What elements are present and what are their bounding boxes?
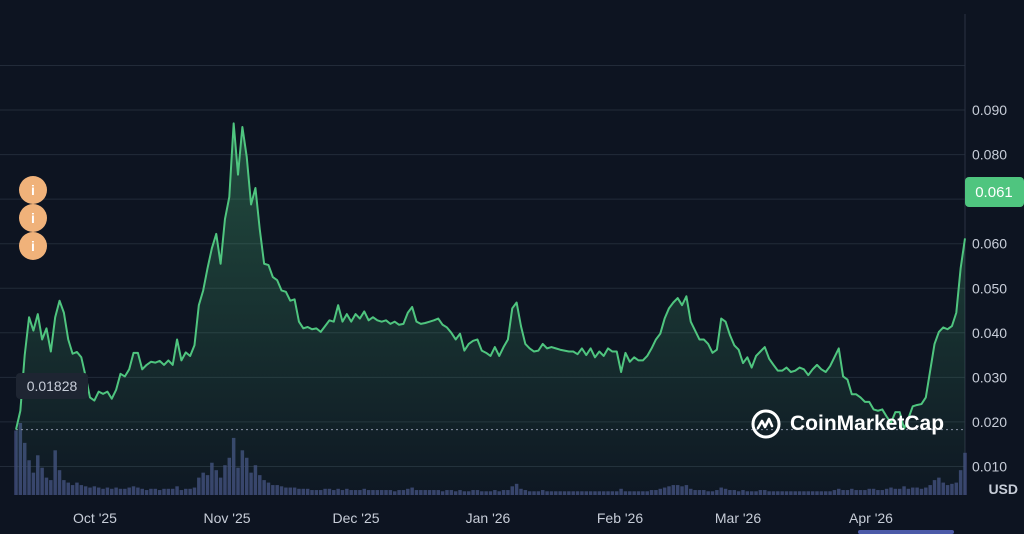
- event-marker-3-glyph: i: [31, 238, 35, 254]
- x-tick-label: Jan '26: [466, 510, 511, 526]
- price-area: [16, 123, 965, 496]
- range-selector-handle[interactable]: [858, 530, 954, 534]
- y-tick-label: 0.080: [972, 147, 1007, 163]
- x-tick-label: Nov '25: [203, 510, 250, 526]
- event-marker-3[interactable]: i: [19, 232, 47, 260]
- x-tick-label: Dec '25: [332, 510, 379, 526]
- current-price-label: 0.061: [965, 177, 1024, 207]
- y-tick-label: 0.060: [972, 236, 1007, 252]
- current-price-text: 0.061: [975, 184, 1013, 201]
- y-tick-label: 0.040: [972, 325, 1007, 341]
- x-tick-label: Feb '26: [597, 510, 643, 526]
- y-tick-label: 0.030: [972, 369, 1007, 385]
- event-marker-1-glyph: i: [31, 182, 35, 198]
- x-tick-label: Mar '26: [715, 510, 761, 526]
- event-marker-1[interactable]: i: [19, 176, 47, 204]
- currency-label: USD: [988, 481, 1018, 497]
- start-price-label: 0.01828: [16, 373, 88, 399]
- y-tick-label: 0.090: [972, 102, 1007, 118]
- price-area-fill: [16, 123, 965, 496]
- x-axis-labels: Oct '25 Nov '25 Dec '25 Jan '26 Feb '26 Mar '…: [73, 510, 893, 526]
- price-line: [15, 122, 966, 430]
- y-tick-label: 0.050: [972, 280, 1007, 296]
- x-tick-label: Apr '26: [849, 510, 893, 526]
- price-line-group: [15, 122, 966, 430]
- event-marker-2-glyph: i: [31, 210, 35, 226]
- x-tick-label: Oct '25: [73, 510, 117, 526]
- y-tick-label: 0.010: [972, 458, 1007, 474]
- start-price-text: 0.01828: [27, 378, 78, 394]
- event-marker-2[interactable]: i: [19, 204, 47, 232]
- y-axis-labels: 0.0100.0200.0300.0400.0500.0600.0700.080…: [972, 102, 1007, 474]
- y-tick-label: 0.020: [972, 414, 1007, 430]
